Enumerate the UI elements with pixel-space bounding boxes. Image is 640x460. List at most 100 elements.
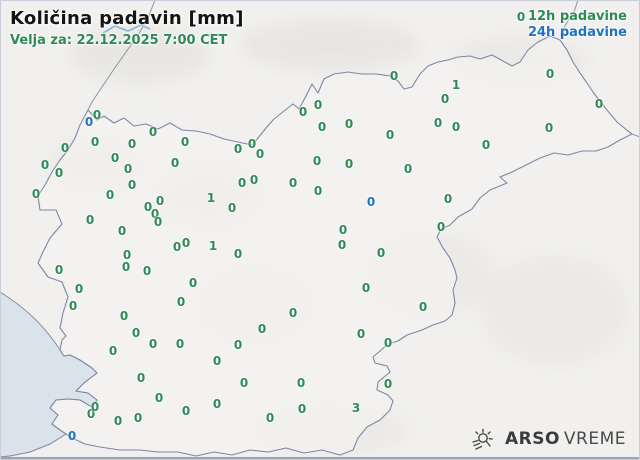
brand-arso: ARSO	[504, 429, 560, 449]
station-value-12h: 0	[545, 67, 555, 81]
station-value-12h: 0	[90, 400, 100, 414]
station-value-12h: 0	[85, 213, 95, 227]
station-value-12h: 0	[418, 300, 428, 314]
station-value-12h: 0	[356, 327, 366, 341]
station-value-12h: 0	[105, 188, 115, 202]
station-value-12h: 0	[298, 105, 308, 119]
station-value-12h: 1	[206, 191, 216, 205]
valid-time-label: Velja za: 22.12.2025 7:00 CET	[10, 33, 228, 48]
station-value-12h: 0	[436, 220, 446, 234]
station-value-12h: 0	[74, 282, 84, 296]
station-value-12h: 0	[136, 371, 146, 385]
station-value-12h: 0	[451, 120, 461, 134]
station-value-12h: 0	[288, 176, 298, 190]
arso-vreme-logo: ARSO VREME	[469, 426, 626, 452]
station-value-12h: 0	[143, 200, 153, 214]
station-value-12h: 0	[86, 407, 96, 421]
brand-text: ARSO VREME	[505, 429, 626, 449]
station-value-12h: 0	[344, 157, 354, 171]
station-value-12h: 0	[288, 306, 298, 320]
station-value-12h: 0	[344, 117, 354, 131]
station-value-12h: 0	[142, 264, 152, 278]
station-value-12h: 0	[383, 377, 393, 391]
station-value-12h: 0	[481, 138, 491, 152]
station-value-12h: 0	[433, 116, 443, 130]
station-value-12h: 0	[133, 411, 143, 425]
station-value-12h: 0	[148, 337, 158, 351]
station-value-12h: 0	[403, 162, 413, 176]
station-value-24h: 0	[84, 115, 94, 129]
station-value-12h: 0	[233, 338, 243, 352]
station-value-12h: 0	[249, 173, 259, 187]
station-value-24h: 0	[67, 429, 77, 443]
station-value-12h: 0	[90, 135, 100, 149]
station-value-12h: 0	[176, 295, 186, 309]
station-value-12h: 0	[265, 411, 275, 425]
station-value-12h: 0	[383, 336, 393, 350]
brand-vreme: VREME	[563, 429, 626, 449]
bottom-bar	[0, 457, 640, 460]
station-value-12h: 0	[337, 238, 347, 252]
station-value-12h: 0	[127, 137, 137, 151]
station-value-12h: 0	[255, 147, 265, 161]
station-value-12h: 0	[153, 215, 163, 229]
station-value-12h: 0	[148, 125, 158, 139]
station-value-12h: 1	[208, 239, 218, 253]
station-value-12h: 0	[154, 391, 164, 405]
slovenia-border	[37, 35, 633, 457]
station-value-12h: 0	[131, 326, 141, 340]
station-value-12h: 0	[338, 223, 348, 237]
station-value-12h: 3	[351, 401, 361, 415]
station-value-12h: 0	[313, 98, 323, 112]
station-value-12h: 0	[212, 397, 222, 411]
station-value-12h: 0	[180, 135, 190, 149]
station-value-12h: 1	[451, 78, 461, 92]
station-value-12h: 0	[54, 263, 64, 277]
header: Količina padavin [mm] Velja za: 22.12.20…	[10, 8, 244, 48]
station-value-12h: 0	[376, 246, 386, 260]
station-value-12h: 0	[108, 344, 118, 358]
station-value-12h: 0	[119, 309, 129, 323]
station-value-12h: 0	[312, 154, 322, 168]
station-value-12h: 0	[110, 151, 120, 165]
legend: 12h padavine 24h padavine	[528, 9, 627, 41]
station-value-12h: 0	[237, 176, 247, 190]
station-value-12h: 0	[31, 187, 41, 201]
station-value-12h: 0	[40, 158, 50, 172]
station-value-12h: 0	[385, 128, 395, 142]
station-value-12h: 0	[594, 97, 604, 111]
river-line	[102, 24, 151, 34]
station-value-12h: 0	[212, 354, 222, 368]
station-value-12h: 0	[123, 162, 133, 176]
station-value-12h: 0	[181, 236, 191, 250]
legend-item-24h[interactable]: 24h padavine	[527, 25, 627, 40]
station-value-12h: 0	[257, 322, 267, 336]
station-value-12h: 0	[440, 92, 450, 106]
station-value-12h: 0	[389, 69, 399, 83]
station-value-12h: 0	[227, 201, 237, 215]
station-value-12h: 0	[247, 137, 257, 151]
station-value-12h: 0	[544, 121, 554, 135]
station-value-12h: 0	[127, 178, 137, 192]
station-value-12h: 0	[121, 260, 131, 274]
station-value-12h: 0	[54, 166, 64, 180]
station-value-12h: 0	[117, 224, 127, 238]
station-value-12h: 0	[361, 281, 371, 295]
station-value-12h: 0	[175, 337, 185, 351]
page-title: Količina padavin [mm]	[10, 8, 244, 29]
station-value-12h: 0	[188, 276, 198, 290]
station-value-12h: 0	[181, 404, 191, 418]
station-value-12h: 0	[296, 376, 306, 390]
station-value-12h: 0	[122, 248, 132, 262]
station-value-12h: 0	[516, 10, 526, 24]
station-value-12h: 0	[317, 120, 327, 134]
station-value-12h: 0	[68, 299, 78, 313]
station-value-12h: 0	[113, 414, 123, 428]
station-value-12h: 0	[233, 142, 243, 156]
station-value-12h: 0	[150, 207, 160, 221]
legend-item-12h[interactable]: 12h padavine	[527, 9, 627, 24]
station-value-12h: 0	[155, 194, 165, 208]
